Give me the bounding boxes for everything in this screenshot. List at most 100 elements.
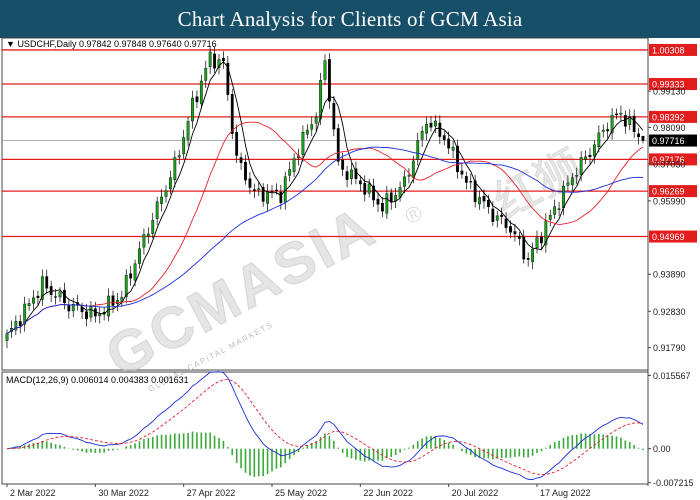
candle <box>469 173 473 190</box>
candle <box>27 298 31 311</box>
candle <box>235 124 239 163</box>
header-title: Chart Analysis for Clients of GCM Asia <box>177 6 523 31</box>
candle <box>191 90 194 129</box>
candle <box>615 108 618 120</box>
candle <box>217 53 221 75</box>
candle <box>632 109 636 138</box>
candle <box>40 269 44 306</box>
candlesticks <box>5 46 645 349</box>
y-tick-label: 0.93890 <box>653 270 686 280</box>
candle <box>239 152 243 170</box>
candle <box>173 150 177 188</box>
candle <box>45 269 49 294</box>
candle <box>14 315 18 336</box>
macd-tick-label: 0.00 <box>653 444 671 454</box>
candle <box>535 230 539 254</box>
x-tick-label: 25 May 2022 <box>275 488 327 498</box>
candle <box>456 139 459 179</box>
level-tag <box>649 78 697 91</box>
candle <box>199 74 203 110</box>
candle <box>164 185 168 203</box>
candle <box>124 269 128 304</box>
current-price-tag <box>649 134 697 147</box>
candle <box>261 183 265 207</box>
moving-averages <box>6 61 644 334</box>
candle <box>434 115 437 134</box>
candle <box>323 54 327 86</box>
candle <box>619 105 623 122</box>
candle <box>142 228 146 255</box>
candle <box>138 241 141 269</box>
candle <box>288 161 292 182</box>
candle <box>637 127 640 145</box>
level-label: 1.00308 <box>652 45 685 55</box>
y-tick-label: 0.97050 <box>653 159 686 169</box>
signal-line <box>6 378 644 476</box>
y-tick-label: 0.95990 <box>653 196 686 206</box>
candle <box>257 181 261 196</box>
candle <box>610 108 614 140</box>
candle <box>85 303 88 327</box>
ohlc-values: 0.97842 0.97848 0.97640 0.97716 <box>78 39 217 49</box>
candle <box>305 124 309 139</box>
candle <box>107 288 110 322</box>
candle <box>548 209 552 227</box>
candle <box>557 201 561 217</box>
candle <box>420 125 424 147</box>
macd-tick-label: -0.007215 <box>653 478 694 488</box>
candle <box>120 290 124 307</box>
macd-readout: MACD(12,26,9) 0.006014 0.004383 0.001631 <box>6 375 189 385</box>
watermark-brand: GCMASIA <box>96 194 387 390</box>
current-price-label: 0.97716 <box>652 136 685 146</box>
level-tag <box>649 153 697 166</box>
ma-fast-line <box>6 61 644 334</box>
candle <box>376 192 380 212</box>
candle <box>381 197 384 217</box>
x-tick-label: 27 Apr 2022 <box>187 488 236 498</box>
candle <box>213 46 216 73</box>
candle <box>182 129 186 159</box>
candle <box>345 165 349 188</box>
ma-slow-line <box>6 146 644 334</box>
symbol-label: USDCHF,Daily <box>17 39 77 49</box>
chart-header: Chart Analysis for Clients of GCM Asia <box>0 0 700 38</box>
candle <box>354 161 358 185</box>
chart-frames <box>1 37 649 486</box>
price-axis: 0.99130 0.98090 0.97050 0.95990 0.93890 0.928… <box>648 87 686 353</box>
y-tick-label: 0.92830 <box>653 307 686 317</box>
candle <box>248 172 252 195</box>
candle <box>429 116 433 132</box>
x-tick-label: 30 Mar 2022 <box>98 488 149 498</box>
candle <box>155 196 159 226</box>
candle <box>451 140 455 158</box>
watermark-trademark: ® <box>401 200 427 230</box>
y-tick-label: 0.99130 <box>653 87 686 97</box>
x-tick-label: 17 Aug 2022 <box>540 488 591 498</box>
candle <box>328 53 331 109</box>
candle <box>363 175 367 202</box>
candle <box>584 150 587 164</box>
candle <box>67 298 71 319</box>
candle <box>160 189 163 212</box>
candle <box>226 55 230 101</box>
candle <box>540 232 543 249</box>
candle <box>10 320 13 339</box>
candle <box>54 288 57 305</box>
candle <box>425 117 428 141</box>
candle <box>442 130 446 146</box>
candle <box>504 212 508 234</box>
collapse-triangle-icon[interactable]: ▼ <box>6 39 15 49</box>
level-label: 0.94969 <box>652 232 685 242</box>
candle <box>89 301 93 323</box>
candle <box>509 220 512 239</box>
candle <box>177 149 181 165</box>
candle <box>593 140 596 164</box>
candle <box>244 154 247 185</box>
candle <box>32 290 35 310</box>
candle <box>597 125 601 153</box>
candle <box>526 252 530 267</box>
candle <box>570 173 574 191</box>
candle <box>195 90 199 109</box>
candle <box>438 115 442 145</box>
